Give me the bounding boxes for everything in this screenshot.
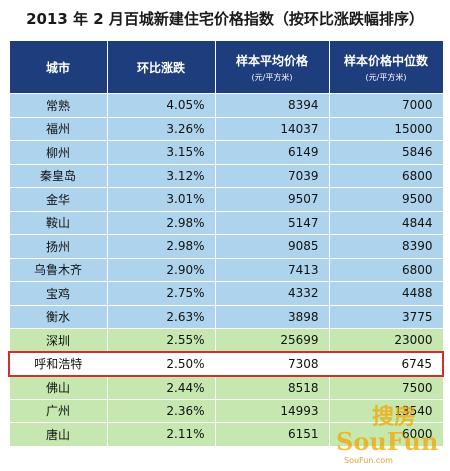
table-row: 乌鲁木齐 2.90% 7413 6800 (8, 257, 444, 282)
cell-avg-price: 14993 (214, 398, 330, 423)
cell-median-price: 7500 (328, 375, 444, 400)
table-row: 唐山 2.11% 6151 6000 (8, 422, 444, 447)
table-row: 金华 3.01% 9507 9500 (8, 187, 444, 212)
table-row: 宝鸡 2.75% 4332 4488 (8, 281, 444, 306)
cell-mom-change: 2.36% (106, 398, 216, 423)
table-row: 广州 2.36% 14993 13540 (8, 398, 444, 423)
table-row: 呼和浩特 2.50% 7308 6745 (8, 351, 444, 377)
cell-mom-change: 2.44% (106, 375, 216, 400)
table-row: 深圳 2.55% 25699 23000 (8, 328, 444, 353)
cell-city: 呼和浩特 (8, 351, 108, 377)
cell-median-price: 23000 (328, 328, 444, 353)
table-row: 鞍山 2.98% 5147 4844 (8, 210, 444, 235)
table-row: 常熟 4.05% 8394 7000 (8, 93, 444, 118)
cell-median-price: 4488 (328, 281, 444, 306)
table-header-row: 城市 环比涨跌 样本平均价格 (元/平方米) 样本价格中位数 (元/平方米) (8, 40, 444, 94)
cell-mom-change: 3.26% (106, 116, 216, 141)
cell-avg-price: 14037 (214, 116, 330, 141)
cell-mom-change: 2.90% (106, 257, 216, 282)
table-row: 扬州 2.98% 9085 8390 (8, 234, 444, 259)
price-index-table: 城市 环比涨跌 样本平均价格 (元/平方米) 样本价格中位数 (元/平方米) 常熟 4… (8, 40, 444, 447)
cell-avg-price: 6151 (214, 422, 330, 447)
cell-median-price: 9500 (328, 187, 444, 212)
cell-median-price: 13540 (328, 398, 444, 423)
table-row: 秦皇岛 3.12% 7039 6800 (8, 163, 444, 188)
cell-avg-price: 6149 (214, 140, 330, 165)
cell-city: 深圳 (8, 328, 108, 353)
cell-avg-price: 9507 (214, 187, 330, 212)
cell-city: 福州 (8, 116, 108, 141)
table-row: 佛山 2.44% 8518 7500 (8, 375, 444, 400)
header-avg-price: 样本平均价格 (元/平方米) (214, 40, 330, 94)
cell-mom-change: 2.75% (106, 281, 216, 306)
cell-avg-price: 7039 (214, 163, 330, 188)
cell-mom-change: 3.01% (106, 187, 216, 212)
cell-mom-change: 3.12% (106, 163, 216, 188)
cell-avg-price: 7413 (214, 257, 330, 282)
cell-mom-change: 2.55% (106, 328, 216, 353)
cell-city: 金华 (8, 187, 108, 212)
cell-median-price: 6745 (328, 351, 444, 377)
cell-city: 鞍山 (8, 210, 108, 235)
header-median-price: 样本价格中位数 (元/平方米) (328, 40, 444, 94)
cell-avg-price: 9085 (214, 234, 330, 259)
cell-city: 佛山 (8, 375, 108, 400)
cell-mom-change: 3.15% (106, 140, 216, 165)
cell-mom-change: 2.98% (106, 234, 216, 259)
cell-avg-price: 25699 (214, 328, 330, 353)
cell-median-price: 6800 (328, 163, 444, 188)
cell-city: 宝鸡 (8, 281, 108, 306)
cell-city: 唐山 (8, 422, 108, 447)
table-row: 福州 3.26% 14037 15000 (8, 116, 444, 141)
cell-avg-price: 7308 (214, 351, 330, 377)
page-title: 2013 年 2 月百城新建住宅价格指数（按环比涨跌幅排序） (26, 10, 424, 28)
cell-mom-change: 2.50% (106, 351, 216, 377)
cell-median-price: 8390 (328, 234, 444, 259)
cell-median-price: 6800 (328, 257, 444, 282)
table-row: 柳州 3.15% 6149 5846 (8, 140, 444, 165)
cell-median-price: 7000 (328, 93, 444, 118)
cell-city: 广州 (8, 398, 108, 423)
cell-city: 扬州 (8, 234, 108, 259)
cell-city: 衡水 (8, 304, 108, 329)
cell-avg-price: 5147 (214, 210, 330, 235)
cell-mom-change: 4.05% (106, 93, 216, 118)
cell-median-price: 4844 (328, 210, 444, 235)
cell-median-price: 6000 (328, 422, 444, 447)
cell-avg-price: 8518 (214, 375, 330, 400)
cell-avg-price: 3898 (214, 304, 330, 329)
cell-mom-change: 2.63% (106, 304, 216, 329)
cell-city: 秦皇岛 (8, 163, 108, 188)
cell-avg-price: 8394 (214, 93, 330, 118)
cell-city: 乌鲁木齐 (8, 257, 108, 282)
header-mom-change: 环比涨跌 (106, 40, 216, 94)
cell-avg-price: 4332 (214, 281, 330, 306)
watermark-url-text: SouFun.com (344, 456, 393, 465)
cell-median-price: 5846 (328, 140, 444, 165)
table-row: 衡水 2.63% 3898 3775 (8, 304, 444, 329)
cell-median-price: 3775 (328, 304, 444, 329)
cell-mom-change: 2.98% (106, 210, 216, 235)
header-city: 城市 (8, 40, 108, 94)
cell-city: 柳州 (8, 140, 108, 165)
cell-median-price: 15000 (328, 116, 444, 141)
cell-city: 常熟 (8, 93, 108, 118)
cell-mom-change: 2.11% (106, 422, 216, 447)
